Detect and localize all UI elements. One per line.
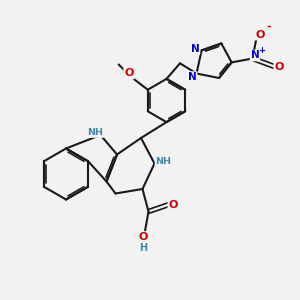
Text: O: O: [255, 29, 265, 40]
Text: NH: NH: [87, 128, 103, 137]
Text: +: +: [258, 46, 265, 55]
Text: N: N: [190, 44, 200, 54]
Text: -: -: [267, 22, 272, 32]
Text: N: N: [250, 50, 260, 61]
Text: O: O: [168, 200, 178, 210]
Text: N: N: [188, 72, 197, 82]
Text: O: O: [274, 62, 284, 72]
Text: H: H: [139, 243, 147, 254]
Text: O: O: [124, 68, 134, 79]
Text: O: O: [138, 232, 148, 242]
Text: NH: NH: [155, 158, 172, 166]
